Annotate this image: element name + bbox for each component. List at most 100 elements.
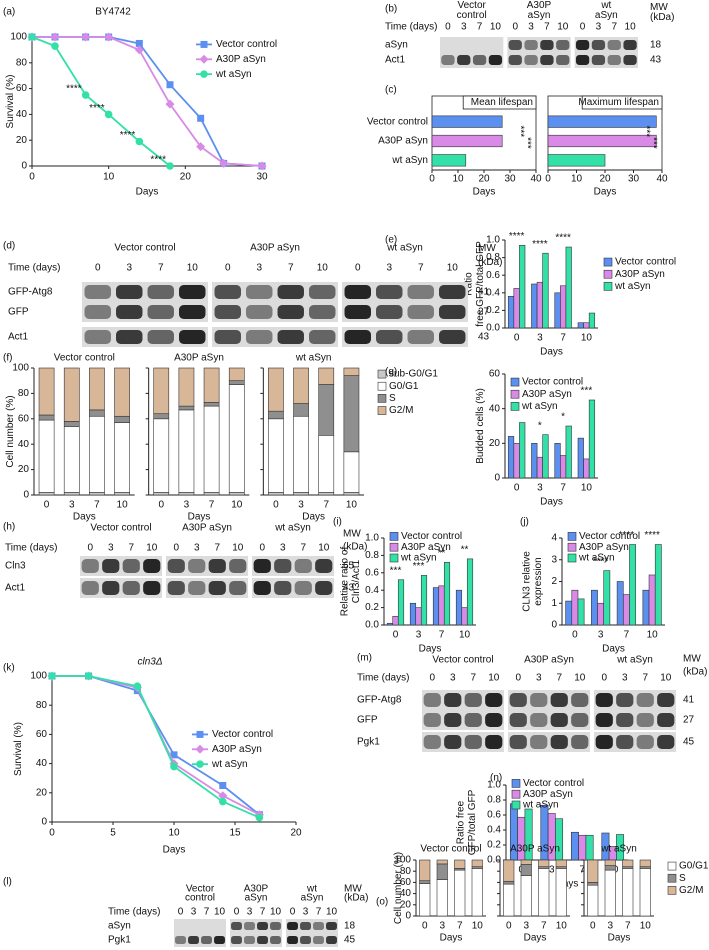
bar	[547, 154, 606, 167]
blot-strip	[440, 52, 504, 68]
blot-band	[309, 330, 336, 344]
x-tick-label: 7	[579, 865, 585, 876]
bar-segment	[622, 859, 634, 868]
marker	[257, 161, 267, 171]
blot-band	[550, 713, 568, 727]
y-tick-label: 0.0	[486, 323, 500, 334]
blot-strip	[80, 578, 162, 598]
bar-segment	[503, 880, 515, 885]
y-tick-label: 60	[36, 729, 48, 740]
blot-strip	[230, 919, 282, 933]
y-tick-label: 0.4	[365, 585, 379, 596]
time-tick: 0	[95, 263, 101, 274]
x-tick-label: 3	[598, 630, 604, 641]
marker	[219, 797, 227, 806]
blot-band	[439, 305, 466, 319]
panel-label: (j)	[520, 517, 529, 528]
time-tick: 10	[557, 22, 569, 33]
bar	[560, 285, 567, 329]
blot-band	[246, 330, 273, 344]
time-tick: 7	[556, 673, 562, 684]
legend-label: Vector control	[579, 531, 640, 542]
blot-band	[595, 693, 613, 707]
bar	[547, 115, 657, 128]
blot-band	[244, 922, 255, 930]
bar	[565, 246, 572, 329]
blot-band	[472, 55, 487, 65]
panel-label: (d)	[3, 241, 15, 252]
blot-strip	[507, 52, 571, 68]
annotation: ****	[120, 130, 136, 141]
time-tick: 3	[622, 673, 628, 684]
x-axis-label: Days	[73, 512, 96, 523]
marker	[197, 114, 205, 122]
group-label: A30P aSyn	[182, 523, 232, 534]
time-tick: 10	[146, 543, 158, 554]
mw-value: 43	[650, 55, 662, 66]
legend-swatch	[377, 394, 387, 403]
blot-strip	[508, 732, 590, 752]
time-tick: 3	[450, 673, 456, 684]
blot-band	[81, 559, 99, 573]
blot-strip	[230, 933, 282, 947]
bar	[519, 244, 526, 329]
x-tick-label: 10	[571, 174, 583, 185]
x-tick-label: 30	[256, 172, 268, 183]
time-tick: 3	[386, 263, 392, 274]
time-label: Time (days)	[357, 673, 409, 684]
blot-band	[188, 936, 199, 944]
blot-band	[524, 55, 538, 65]
blot-band	[147, 305, 174, 319]
blot-band	[244, 936, 255, 944]
x-tick-label: 7	[560, 333, 566, 344]
mw-value: 41	[478, 287, 490, 298]
marker	[133, 682, 142, 691]
blot-band	[508, 55, 522, 65]
bar-segment	[228, 367, 245, 381]
blot-strip	[342, 327, 468, 347]
time-tick: 10	[232, 543, 244, 554]
blot-band	[326, 936, 337, 944]
bar	[560, 455, 567, 479]
x-tick-label: 0	[422, 921, 428, 932]
bar-segment	[318, 367, 335, 385]
bar-segment	[343, 492, 360, 496]
text-line: aSyn	[595, 10, 618, 21]
legend-label: Vector control	[522, 377, 583, 388]
blot-strip	[507, 37, 571, 53]
bar-segment	[471, 868, 483, 917]
group-label: Vector control	[185, 883, 215, 903]
blot-band	[636, 713, 654, 727]
time-tick: 0	[355, 263, 361, 274]
x-tick-label: 20	[478, 174, 490, 185]
legend-label: sub-G0/G1	[389, 369, 438, 380]
row-label: GFP	[357, 715, 378, 726]
y-tick-label: 0	[21, 161, 27, 172]
time-tick: 3	[596, 22, 602, 33]
x-axis-label: Days	[188, 512, 211, 523]
blot-band	[556, 55, 570, 65]
group-title: A30P aSyn	[174, 353, 224, 364]
marker	[219, 782, 227, 789]
bar	[536, 281, 543, 329]
bar	[409, 602, 417, 626]
bar	[415, 607, 422, 626]
y-tick-label: 0	[405, 911, 411, 922]
bar	[513, 288, 520, 329]
blot-band	[485, 693, 503, 707]
text-line: GFP/total GFP	[466, 789, 477, 855]
text-line: MW	[343, 528, 361, 539]
bar	[455, 589, 463, 626]
bar-segment	[436, 863, 448, 880]
y-tick-label: 0.0	[487, 855, 501, 866]
blot-band	[214, 936, 225, 944]
panel-label: (b)	[385, 4, 397, 15]
legend-label: A30P aSyn	[212, 744, 262, 755]
legend-swatch	[511, 779, 521, 788]
blot-band	[287, 922, 298, 930]
bar	[577, 437, 584, 479]
blot-band	[277, 330, 304, 344]
text-line: Vector	[186, 883, 215, 894]
legend-swatch	[510, 389, 520, 399]
time-tick: 7	[316, 907, 322, 918]
